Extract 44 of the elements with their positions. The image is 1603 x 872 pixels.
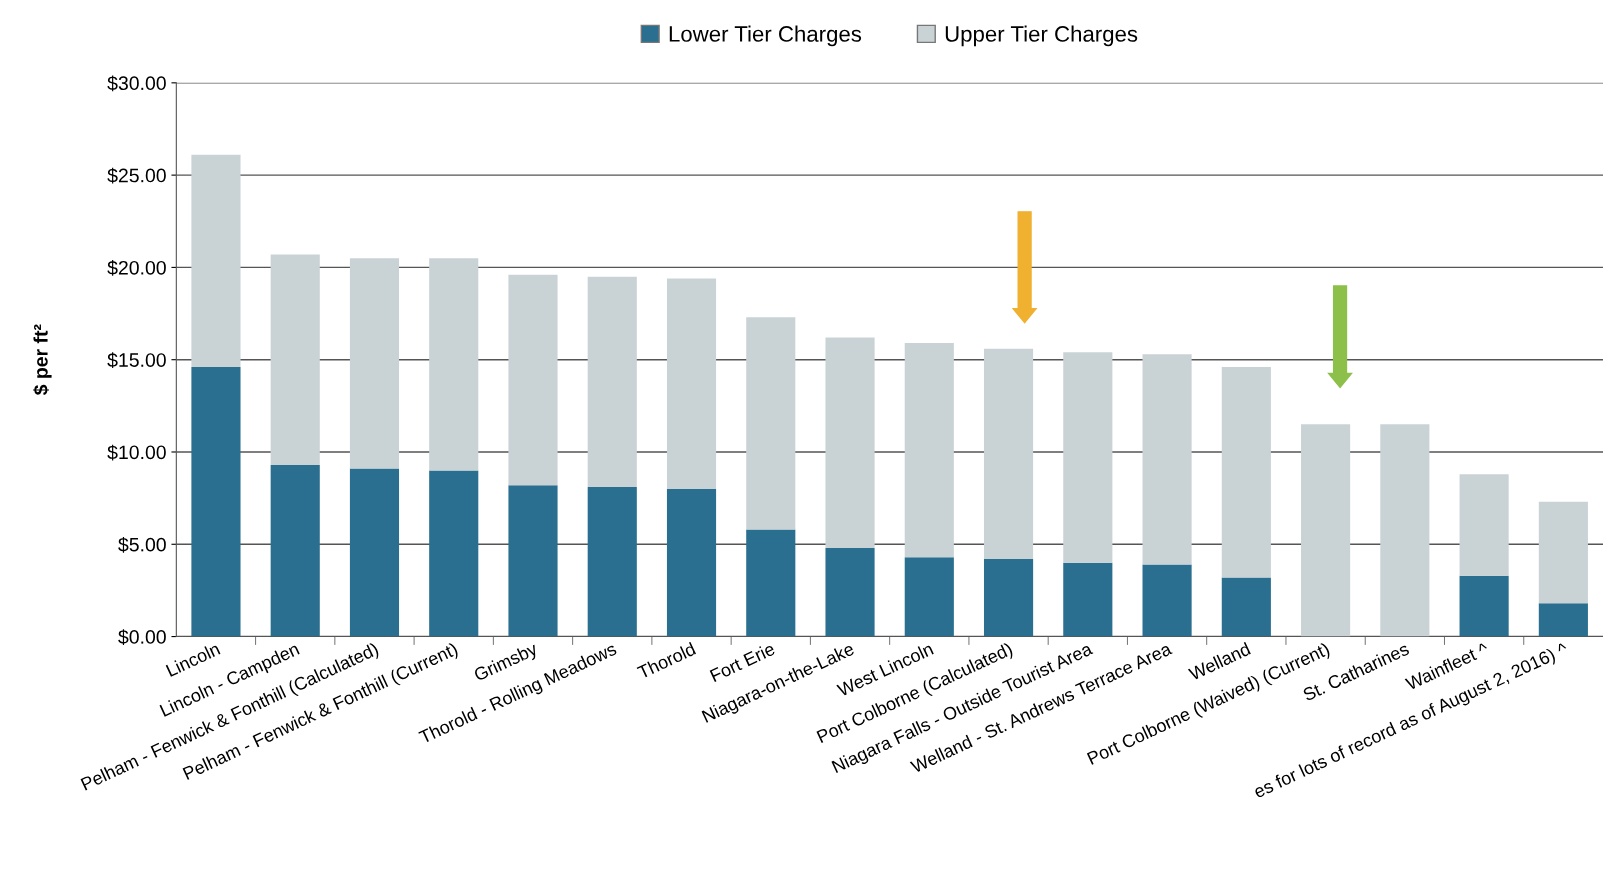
bar [1459,474,1509,576]
bar [1221,577,1271,637]
bar [270,464,320,637]
bar [587,276,637,488]
bar [666,278,717,489]
bar [349,258,400,469]
bar [904,557,954,637]
bar [191,154,241,368]
bar [825,547,875,637]
bar [191,367,241,637]
bar [825,337,875,548]
bar [1538,501,1588,604]
bar [1221,367,1271,578]
y-tick-label: $25.00 [107,167,166,184]
bar [508,485,558,637]
bar [904,343,954,558]
bar [429,258,479,471]
y-tick-label: $0.00 [118,629,166,645]
bar [508,274,558,486]
bar [1380,424,1430,637]
bar [270,254,320,465]
bar [429,470,479,637]
bar [1142,564,1192,637]
y-tick-label: $30.00 [107,75,166,92]
bar [349,468,400,637]
y-axis-title: $ per ft² [33,324,52,396]
bar [1063,352,1113,563]
bar [1538,603,1588,637]
bar [983,348,1034,560]
bar [666,488,717,637]
legend-label: Upper Tier Charges [945,25,1138,47]
bar [983,559,1034,637]
bar [1301,424,1351,637]
bar [1142,354,1192,565]
legend-label: Lower Tier Charges [669,25,862,47]
y-tick-label: $5.00 [118,536,166,553]
bar [746,529,796,637]
y-tick-label: $15.00 [107,352,166,369]
y-tick-label: $10.00 [107,444,166,461]
bar [1063,562,1113,637]
bar [746,317,796,530]
bar [587,487,637,637]
bar [1459,575,1509,637]
y-tick-label: $20.00 [107,260,166,276]
